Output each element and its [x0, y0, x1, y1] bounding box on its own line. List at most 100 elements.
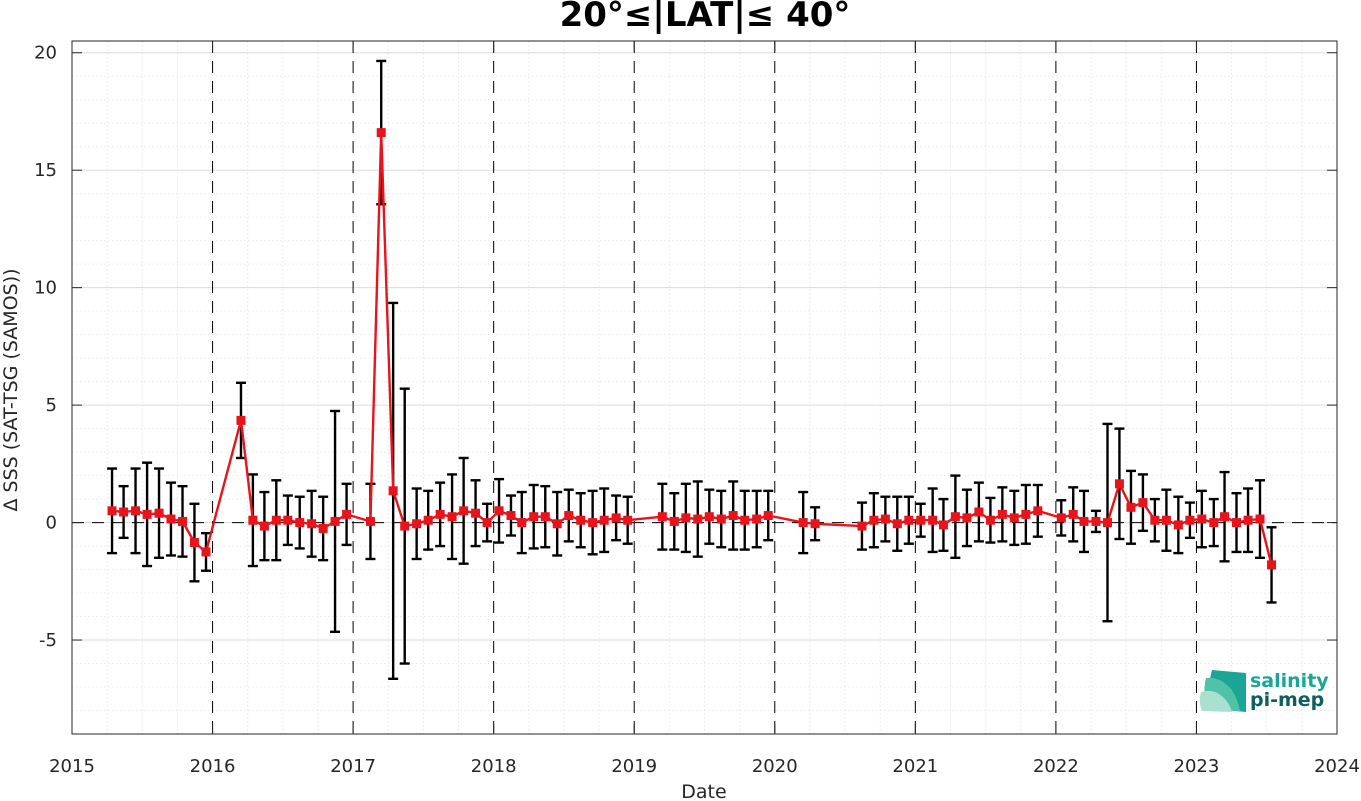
- data-point: [916, 515, 926, 525]
- data-point: [1231, 518, 1241, 528]
- data-point: [388, 486, 398, 496]
- y-tick-label: 5: [46, 395, 57, 416]
- chart-title: 20°≤|LAT|≤ 40°: [560, 0, 851, 35]
- data-point: [259, 521, 269, 531]
- data-point: [471, 508, 481, 518]
- data-point: [552, 519, 562, 529]
- grid: [72, 41, 1337, 735]
- data-point: [1220, 512, 1230, 522]
- data-point: [681, 513, 691, 523]
- logo-text-pi-mep: pi-mep: [1250, 689, 1324, 711]
- data-point: [1209, 518, 1219, 528]
- x-tick-label: 2023: [1174, 756, 1220, 777]
- data-point: [1150, 515, 1160, 525]
- data-point: [107, 506, 117, 516]
- reference-lines: [72, 41, 1337, 734]
- data-point: [599, 515, 609, 525]
- data-point: [342, 509, 352, 519]
- y-tick-label: -5: [39, 630, 57, 651]
- data-point: [928, 515, 938, 525]
- y-tick-label: 0: [46, 513, 57, 534]
- data-point: [295, 518, 305, 528]
- data-point: [447, 512, 457, 522]
- data-point: [1021, 509, 1031, 519]
- data-point: [435, 509, 445, 519]
- data-point: [178, 516, 188, 526]
- salinity-pi-mep-logo: salinity pi-mep: [1199, 670, 1329, 712]
- data-point: [142, 509, 152, 519]
- data-point: [740, 515, 750, 525]
- data-point: [131, 506, 141, 516]
- logo-text-salinity: salinity: [1250, 670, 1329, 692]
- data-point: [412, 519, 422, 529]
- data-point: [798, 518, 808, 528]
- data-point: [318, 523, 328, 533]
- data-point: [728, 511, 738, 521]
- data-point: [1243, 515, 1253, 525]
- data-point: [400, 521, 410, 531]
- data-point: [576, 515, 586, 525]
- x-tick-label: 2018: [471, 756, 517, 777]
- y-tick-labels: -5 0 5 10 15 20: [34, 43, 57, 651]
- x-axis-label: Date: [681, 781, 726, 801]
- data-point: [1102, 518, 1112, 528]
- data-point: [962, 513, 972, 523]
- data-point: [704, 512, 714, 522]
- data-point: [938, 520, 948, 530]
- data-point: [869, 515, 879, 525]
- data-point: [1079, 516, 1089, 526]
- x-tick-labels: 2015 2016 2017 2018 2019 2020 2021 2022 2023 2024: [49, 756, 1360, 777]
- data-point: [307, 519, 317, 529]
- data-point: [974, 507, 984, 517]
- data-point: [166, 514, 176, 524]
- data-point: [330, 516, 340, 526]
- data-point: [880, 514, 890, 524]
- data-point: [588, 518, 598, 528]
- logo-wave-icon: [1199, 670, 1246, 712]
- data-point: [1267, 560, 1277, 570]
- data-point: [985, 515, 995, 525]
- data-point: [892, 519, 902, 529]
- data-point: [1056, 513, 1066, 523]
- data-point: [716, 514, 726, 524]
- data-point: [623, 515, 633, 525]
- data-point: [283, 515, 293, 525]
- data-point: [189, 538, 199, 548]
- data-point: [693, 514, 703, 524]
- data-point: [119, 507, 129, 517]
- x-tick-label: 2017: [330, 756, 376, 777]
- data-point: [1126, 502, 1136, 512]
- data-point: [529, 512, 539, 522]
- data-point: [810, 519, 820, 529]
- data-point: [1068, 509, 1078, 519]
- data-point: [1009, 513, 1019, 523]
- data-point: [517, 518, 527, 528]
- y-tick-label: 15: [34, 160, 57, 181]
- x-tick-label: 2024: [1314, 756, 1360, 777]
- data-point: [1197, 514, 1207, 524]
- y-tick-label: 20: [34, 43, 57, 64]
- x-tick-label: 2020: [752, 756, 798, 777]
- y-axis-label: Δ SSS (SAT-TSG (SAMOS)): [0, 268, 22, 511]
- data-point: [1161, 515, 1171, 525]
- x-tick-label: 2016: [190, 756, 236, 777]
- data-point: [657, 512, 667, 522]
- data-point: [154, 508, 164, 518]
- data-point: [376, 128, 386, 138]
- data-point: [997, 509, 1007, 519]
- data-point: [1138, 498, 1148, 508]
- data-point: [236, 415, 246, 425]
- data-point: [494, 506, 504, 516]
- data-point: [1185, 515, 1195, 525]
- x-tick-label: 2021: [892, 756, 938, 777]
- data-point: [423, 515, 433, 525]
- x-tick-label: 2015: [49, 756, 95, 777]
- data-point: [459, 506, 469, 516]
- data-point: [540, 512, 550, 522]
- data-point: [904, 515, 914, 525]
- data-point: [950, 512, 960, 522]
- y-tick-label: 10: [34, 278, 57, 299]
- data-point: [271, 515, 281, 525]
- data-point: [669, 516, 679, 526]
